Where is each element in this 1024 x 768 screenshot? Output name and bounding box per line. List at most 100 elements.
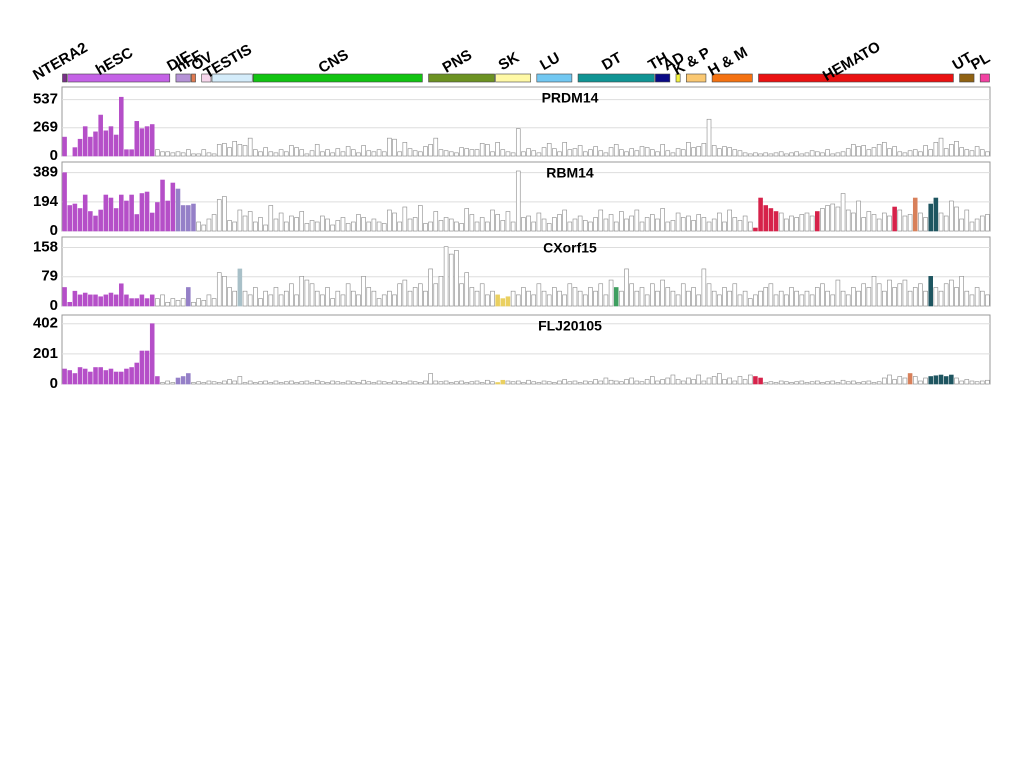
- bar: [103, 294, 109, 307]
- y-tick-label: 0: [50, 147, 58, 164]
- group-label: hESC: [93, 44, 136, 79]
- bar: [907, 373, 913, 385]
- bar: [485, 221, 490, 232]
- bar: [546, 143, 552, 157]
- bar: [835, 279, 841, 307]
- bar: [201, 300, 207, 307]
- bar: [149, 294, 155, 307]
- bar: [495, 214, 500, 232]
- bar: [825, 205, 830, 232]
- bar: [815, 151, 820, 157]
- bar: [784, 218, 789, 232]
- group-bar: [495, 73, 531, 83]
- group-bar: [211, 73, 253, 83]
- bar: [892, 206, 897, 232]
- bar: [820, 382, 825, 385]
- bar: [495, 382, 500, 385]
- bar: [428, 373, 433, 385]
- bar: [768, 153, 774, 157]
- bar: [918, 283, 923, 307]
- bar: [515, 128, 521, 157]
- bar: [464, 208, 469, 232]
- group-label: PNS: [440, 46, 475, 76]
- bar: [232, 380, 237, 385]
- bar: [454, 221, 459, 232]
- bar: [144, 298, 150, 307]
- bar: [897, 376, 903, 385]
- bar: [835, 152, 841, 157]
- bar: [949, 200, 954, 232]
- bar: [603, 294, 609, 307]
- bar: [371, 218, 377, 232]
- bar: [170, 382, 176, 385]
- bar: [562, 142, 567, 157]
- bar: [753, 294, 758, 307]
- bar: [361, 217, 366, 232]
- bar: [428, 268, 433, 307]
- bar: [77, 138, 83, 157]
- bar: [170, 152, 176, 157]
- bar: [845, 209, 851, 232]
- bar: [139, 350, 145, 385]
- bar: [577, 382, 583, 385]
- bar: [170, 298, 176, 307]
- y-tick-label: 0: [50, 297, 58, 314]
- bar: [815, 287, 820, 307]
- bar: [722, 287, 727, 307]
- bar: [742, 379, 748, 385]
- bar: [650, 214, 655, 232]
- bar: [289, 215, 294, 232]
- bar: [536, 212, 542, 232]
- bar: [433, 211, 439, 232]
- bar: [804, 212, 810, 232]
- bar: [479, 283, 485, 307]
- bar: [603, 218, 609, 232]
- bar: [253, 287, 258, 307]
- bar: [345, 283, 351, 307]
- bar: [82, 292, 88, 307]
- bar: [933, 197, 939, 232]
- bar: [954, 287, 959, 307]
- bar: [134, 121, 140, 157]
- bar: [479, 382, 485, 385]
- bar: [985, 214, 990, 232]
- y-tick-label: 79: [41, 268, 58, 285]
- bar: [619, 290, 624, 307]
- bar: [438, 149, 444, 157]
- bar: [784, 294, 789, 307]
- bar: [479, 217, 485, 232]
- bar: [428, 144, 433, 157]
- bar: [753, 376, 758, 385]
- group-bar: [175, 73, 191, 83]
- bar: [608, 147, 614, 157]
- bar: [840, 290, 846, 307]
- bar: [629, 283, 634, 307]
- bar: [588, 149, 593, 157]
- bar: [216, 272, 222, 307]
- bar: [283, 290, 289, 307]
- bar: [191, 301, 196, 307]
- bar: [876, 283, 882, 307]
- panel-frame: [61, 86, 991, 157]
- bar: [918, 151, 923, 157]
- bar: [67, 301, 73, 307]
- bar: [531, 381, 537, 385]
- bar: [366, 150, 372, 157]
- bar: [608, 279, 614, 307]
- bar: [412, 217, 418, 232]
- bar: [124, 200, 129, 232]
- bar: [433, 283, 439, 307]
- bar: [454, 381, 459, 385]
- bar: [294, 217, 299, 232]
- bar: [969, 150, 975, 157]
- bar: [892, 379, 897, 385]
- bar: [247, 137, 253, 157]
- y-tick-label: 402: [33, 315, 58, 332]
- bar: [119, 194, 124, 232]
- bar: [871, 276, 877, 307]
- bar: [557, 151, 562, 157]
- bar: [335, 290, 341, 307]
- bar: [206, 380, 212, 385]
- bar: [459, 283, 464, 307]
- bar: [93, 367, 98, 385]
